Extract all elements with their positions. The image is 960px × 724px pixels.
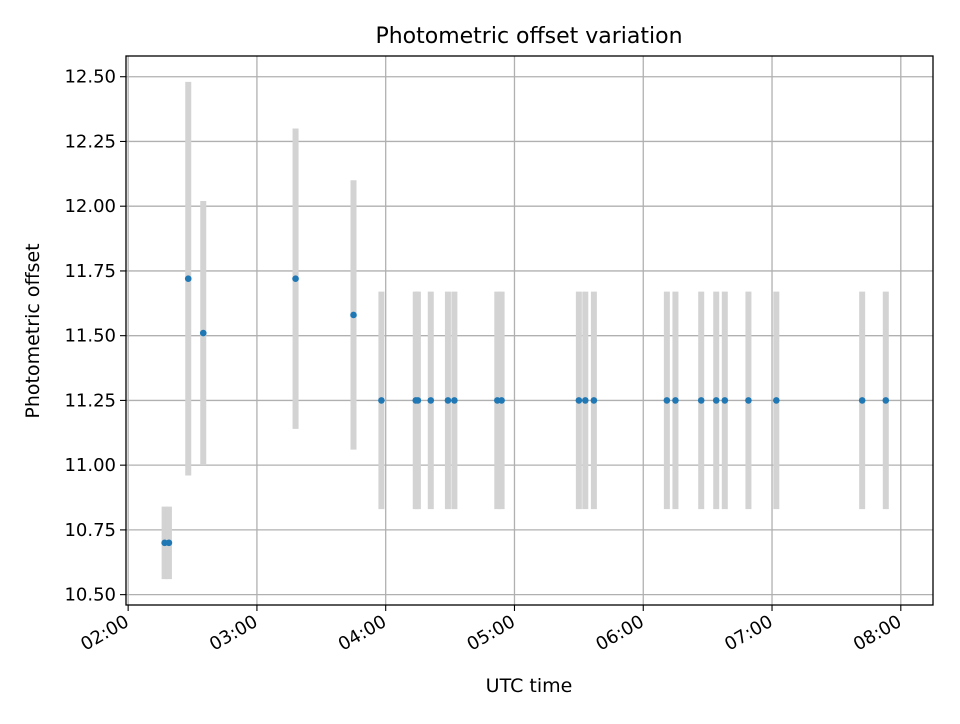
plot-frame: [125, 55, 934, 606]
data-point: [712, 397, 720, 404]
data-point: [350, 311, 357, 319]
data-points: [161, 275, 890, 547]
data-point: [672, 397, 679, 404]
chart-title: Photometric offset variation: [375, 24, 682, 49]
y-tick-label: 11.50: [64, 326, 116, 347]
data-point: [663, 397, 671, 404]
data-point: [498, 397, 505, 404]
data-point: [582, 397, 589, 404]
data-point: [292, 275, 299, 283]
y-tick-label: 12.50: [64, 67, 116, 88]
y-axis-ticks: 10.50 10.75 11.00 11.25 11.50 11.75 12.00 12.25…: [64, 67, 126, 606]
data-point: [697, 397, 705, 404]
data-point: [451, 397, 458, 404]
data-point: [199, 329, 207, 337]
data-point: [882, 397, 890, 404]
data-point: [575, 397, 583, 404]
y-tick-label: 10.75: [64, 520, 116, 541]
data-point: [414, 397, 422, 404]
data-point: [858, 397, 866, 404]
data-point: [590, 397, 598, 404]
y-axis-label: Photometric offset: [22, 243, 44, 418]
y-tick-label: 12.00: [64, 196, 116, 217]
y-tick-label: 11.00: [64, 455, 116, 476]
data-point: [184, 275, 192, 283]
data-point: [165, 539, 173, 547]
y-tick-label: 11.25: [64, 390, 116, 411]
y-tick-label: 11.75: [64, 261, 116, 282]
data-point: [427, 397, 435, 404]
data-point: [773, 397, 780, 404]
y-tick-label: 10.50: [64, 585, 116, 606]
data-point: [378, 397, 385, 404]
y-tick-label: 12.25: [64, 131, 116, 152]
data-point: [745, 397, 752, 404]
grid-lines: [126, 56, 933, 605]
x-axis-label: UTC time: [486, 675, 573, 697]
data-point: [444, 397, 452, 404]
data-point: [721, 397, 729, 404]
